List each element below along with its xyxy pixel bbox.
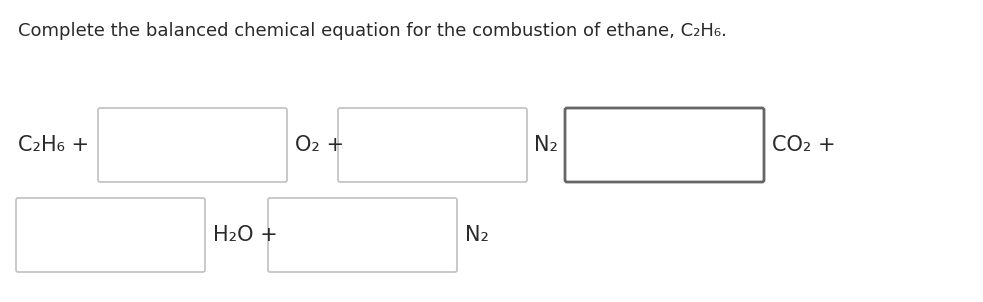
Text: CO₂ +: CO₂ +: [772, 135, 836, 155]
FancyBboxPatch shape: [16, 198, 205, 272]
Text: O₂ +: O₂ +: [295, 135, 344, 155]
Text: N₂: N₂: [465, 225, 489, 245]
FancyBboxPatch shape: [268, 198, 457, 272]
FancyBboxPatch shape: [338, 108, 527, 182]
Text: N₂: N₂: [534, 135, 558, 155]
Text: Complete the balanced chemical equation for the combustion of ethane, C₂H₆.: Complete the balanced chemical equation …: [18, 22, 726, 40]
Text: C₂H₆ +: C₂H₆ +: [18, 135, 89, 155]
FancyBboxPatch shape: [98, 108, 287, 182]
Text: H₂O +: H₂O +: [213, 225, 278, 245]
FancyBboxPatch shape: [565, 108, 764, 182]
